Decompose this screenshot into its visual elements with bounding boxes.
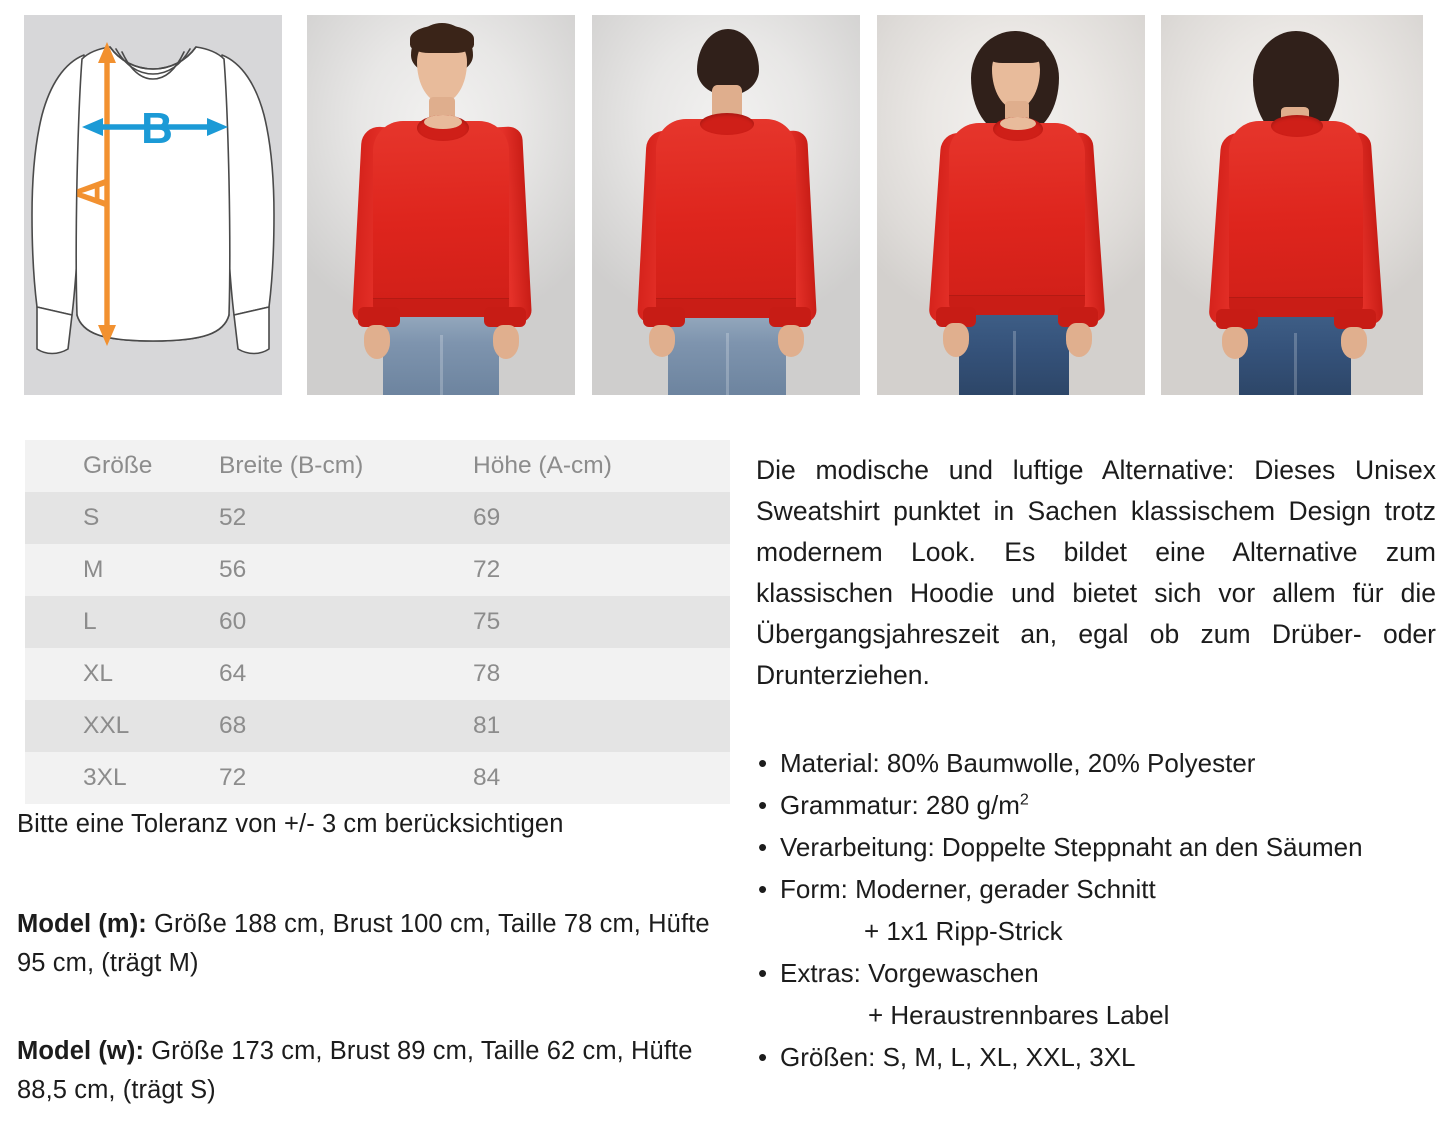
cell-breite: 64	[219, 660, 247, 687]
panel-model-m-front	[307, 15, 575, 395]
model-w-front-figure	[877, 15, 1145, 395]
cell-hoehe: 72	[473, 556, 501, 583]
bullet-icon: •	[758, 1042, 768, 1072]
bullet-icon: •	[758, 790, 768, 820]
model-w-back-figure	[1161, 15, 1423, 395]
spec-item-extras: • Extras: Vorgewaschen	[756, 952, 1441, 994]
size-chart-table: Größe Breite (B-cm) Höhe (A-cm) S 52 69 …	[25, 440, 730, 804]
spec-item-verarbeitung: • Verarbeitung: Doppelte Steppnaht an den…	[756, 826, 1441, 868]
table-row: L 60 75	[25, 596, 730, 648]
cell-size: L	[83, 608, 97, 635]
panel-model-w-front	[877, 15, 1145, 395]
panel-technical-drawing: A B	[24, 15, 282, 395]
model-m-front-figure	[307, 15, 575, 395]
product-photo-strip: A B	[0, 0, 1445, 400]
model-male-info: Model (m): Größe 188 cm, Brust 100 cm, T…	[17, 905, 737, 983]
cell-size: XL	[83, 660, 113, 687]
bullet-icon: •	[758, 748, 768, 778]
bullet-icon: •	[758, 832, 768, 862]
model-female-measurements: Größe 173 cm, Brust 89 cm, Taille 62 cm,…	[17, 1037, 693, 1104]
table-row: XXL 68 81	[25, 700, 730, 752]
bullet-icon: •	[758, 874, 768, 904]
model-male-measurements: Größe 188 cm, Brust 100 cm, Taille 78 cm…	[17, 910, 710, 977]
table-row: 3XL 72 84	[25, 752, 730, 804]
cell-hoehe: 84	[473, 764, 501, 791]
model-female-label: Model (w):	[17, 1037, 145, 1065]
cell-hoehe: 78	[473, 660, 501, 687]
cell-breite: 68	[219, 712, 247, 739]
spec-text: Form: Moderner, gerader Schnitt	[780, 874, 1156, 904]
cell-size: XXL	[83, 712, 130, 739]
spec-text: Verarbeitung: Doppelte Steppnaht an den …	[780, 832, 1363, 862]
dimension-label-b: B	[141, 104, 173, 153]
dimension-arrow-a	[98, 42, 116, 346]
cell-size: M	[83, 556, 104, 583]
spec-subitem-label: + Heraustrennbares Label	[868, 1000, 1170, 1030]
cell-size: S	[83, 504, 100, 531]
dimension-arrow-b	[82, 118, 228, 136]
bullet-icon: •	[758, 958, 768, 988]
cell-breite: 56	[219, 556, 247, 583]
column-header-breite: Breite (B-cm)	[219, 452, 364, 479]
model-female-info: Model (w): Größe 173 cm, Brust 89 cm, Ta…	[17, 1032, 737, 1110]
cell-breite: 72	[219, 764, 247, 791]
cell-breite: 60	[219, 608, 247, 635]
table-row: S 52 69	[25, 492, 730, 544]
table-header-row: Größe Breite (B-cm) Höhe (A-cm)	[25, 440, 730, 492]
panel-model-w-back	[1161, 15, 1423, 395]
table-row: M 56 72	[25, 544, 730, 596]
model-male-label: Model (m):	[17, 910, 147, 938]
panel-model-m-back	[592, 15, 860, 395]
spec-text: Material: 80% Baumwolle, 20% Polyester	[780, 748, 1256, 778]
column-header-hoehe: Höhe (A-cm)	[473, 452, 612, 479]
dimension-label-a: A	[68, 177, 117, 209]
table-row: XL 64 78	[25, 648, 730, 700]
sweatshirt-technical-drawing: A B	[31, 42, 275, 355]
tolerance-note: Bitte eine Toleranz von +/- 3 cm berücks…	[17, 810, 564, 838]
spec-text: Größen: S, M, L, XL, XXL, 3XL	[780, 1042, 1136, 1072]
cell-hoehe: 75	[473, 608, 501, 635]
spec-item-form: • Form: Moderner, gerader Schnitt	[756, 868, 1441, 910]
product-description: Die modische und luftige Alternative: Di…	[756, 455, 1436, 690]
spec-superscript: 2	[1019, 790, 1029, 809]
cell-hoehe: 69	[473, 504, 501, 531]
spec-text: Grammatur: 280 g/m	[780, 790, 1020, 820]
spec-item-grammatur: • Grammatur: 280 g/m2	[756, 784, 1441, 826]
cell-breite: 52	[219, 504, 247, 531]
product-spec-list: • Material: 80% Baumwolle, 20% Polyester …	[756, 742, 1441, 1078]
column-header-size: Größe	[83, 452, 153, 479]
spec-text: Extras: Vorgewaschen	[780, 958, 1039, 988]
cell-hoehe: 81	[473, 712, 501, 739]
spec-item-material: • Material: 80% Baumwolle, 20% Polyester	[756, 742, 1441, 784]
spec-item-groessen: • Größen: S, M, L, XL, XXL, 3XL	[756, 1036, 1441, 1078]
cell-size: 3XL	[83, 764, 127, 791]
model-m-back-figure	[592, 15, 860, 395]
spec-subitem-ripp-strick: + 1x1 Ripp-Strick	[864, 916, 1063, 946]
